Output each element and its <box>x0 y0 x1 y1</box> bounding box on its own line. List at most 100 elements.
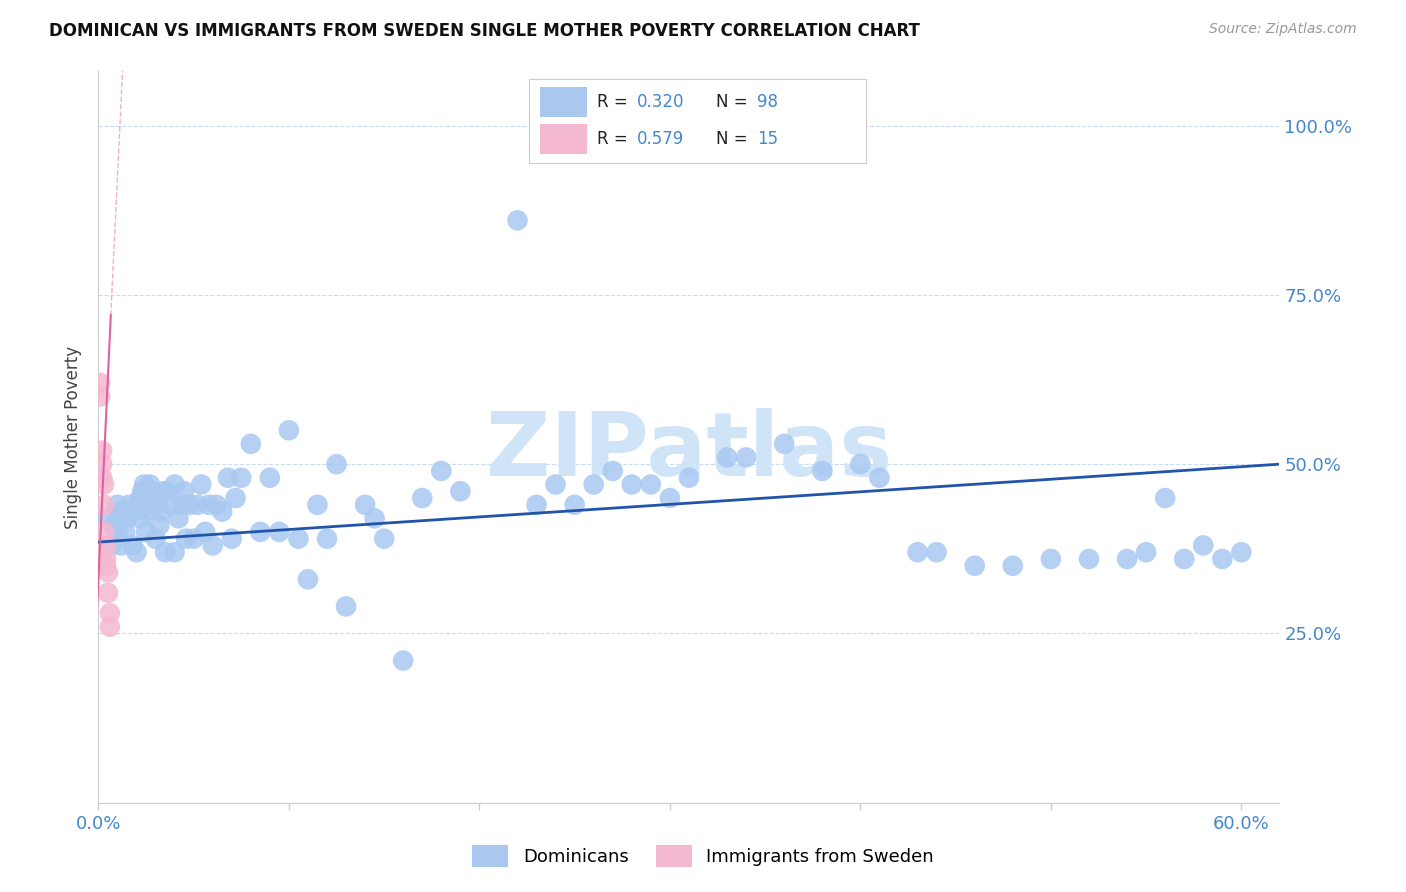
Point <box>98 620 121 634</box>
Point <box>849 457 872 471</box>
Point <box>205 498 228 512</box>
Point <box>150 505 173 519</box>
Point <box>325 457 347 471</box>
Point <box>1078 552 1101 566</box>
Point <box>640 477 662 491</box>
Point <box>373 532 395 546</box>
Point <box>93 477 115 491</box>
Point <box>678 471 700 485</box>
Point <box>259 471 281 485</box>
Point <box>118 498 141 512</box>
Point <box>98 606 121 620</box>
Point <box>287 532 309 546</box>
Point <box>163 545 186 559</box>
Text: DOMINICAN VS IMMIGRANTS FROM SWEDEN SINGLE MOTHER POVERTY CORRELATION CHART: DOMINICAN VS IMMIGRANTS FROM SWEDEN SING… <box>49 22 920 40</box>
Legend: Dominicans, Immigrants from Sweden: Dominicans, Immigrants from Sweden <box>465 838 941 874</box>
Point <box>97 511 120 525</box>
Point <box>91 443 114 458</box>
Point <box>316 532 339 546</box>
Point <box>602 464 624 478</box>
Point <box>91 471 114 485</box>
Point <box>93 498 115 512</box>
Point <box>173 484 195 499</box>
Point <box>131 484 153 499</box>
Text: ZIPatlas: ZIPatlas <box>486 409 891 495</box>
Point <box>172 498 194 512</box>
Point <box>1154 491 1177 505</box>
Point <box>129 491 152 505</box>
Point <box>89 389 111 403</box>
Point <box>139 477 162 491</box>
Point <box>141 484 163 499</box>
Point <box>135 505 157 519</box>
Point <box>94 538 117 552</box>
Point <box>103 518 125 533</box>
Point <box>121 505 143 519</box>
Point <box>156 484 179 499</box>
Point <box>1135 545 1157 559</box>
Point <box>114 524 136 539</box>
Point <box>297 572 319 586</box>
Point <box>249 524 271 539</box>
Point <box>1039 552 1062 566</box>
Point <box>190 477 212 491</box>
Point <box>94 552 117 566</box>
Point <box>91 457 114 471</box>
Point <box>1211 552 1233 566</box>
Point <box>194 524 217 539</box>
Point <box>211 505 233 519</box>
Point <box>269 524 291 539</box>
Point <box>125 498 148 512</box>
Point <box>198 498 221 512</box>
Point <box>544 477 567 491</box>
Point <box>107 524 129 539</box>
Point <box>354 498 377 512</box>
Point <box>134 477 156 491</box>
Point <box>121 538 143 552</box>
Point <box>1001 558 1024 573</box>
Point <box>411 491 433 505</box>
Point <box>129 511 152 525</box>
Point <box>163 477 186 491</box>
Point <box>183 532 205 546</box>
Point <box>225 491 247 505</box>
Point <box>582 477 605 491</box>
Point <box>620 477 643 491</box>
Point <box>148 518 170 533</box>
Point <box>93 524 115 539</box>
Point <box>363 511 385 525</box>
Point <box>449 484 471 499</box>
Point <box>174 532 197 546</box>
Point <box>277 423 299 437</box>
Point <box>179 498 201 512</box>
Text: Source: ZipAtlas.com: Source: ZipAtlas.com <box>1209 22 1357 37</box>
Point <box>868 471 890 485</box>
Point <box>186 498 208 512</box>
Point <box>506 213 529 227</box>
Point <box>658 491 681 505</box>
Point <box>107 505 129 519</box>
Point <box>97 586 120 600</box>
Point <box>107 498 129 512</box>
Point <box>100 538 122 552</box>
Point <box>925 545 948 559</box>
Point <box>153 545 176 559</box>
Point <box>145 498 167 512</box>
Point <box>430 464 453 478</box>
Point <box>963 558 986 573</box>
Point <box>231 471 253 485</box>
Point <box>1116 552 1139 566</box>
Point <box>97 566 120 580</box>
Point <box>125 545 148 559</box>
Point <box>735 450 758 465</box>
Point <box>1192 538 1215 552</box>
Point <box>1173 552 1195 566</box>
Point <box>159 498 181 512</box>
Point <box>239 437 262 451</box>
Point <box>526 498 548 512</box>
Point <box>115 511 138 525</box>
Point <box>773 437 796 451</box>
Point <box>221 532 243 546</box>
Point <box>110 538 132 552</box>
Point <box>152 484 174 499</box>
